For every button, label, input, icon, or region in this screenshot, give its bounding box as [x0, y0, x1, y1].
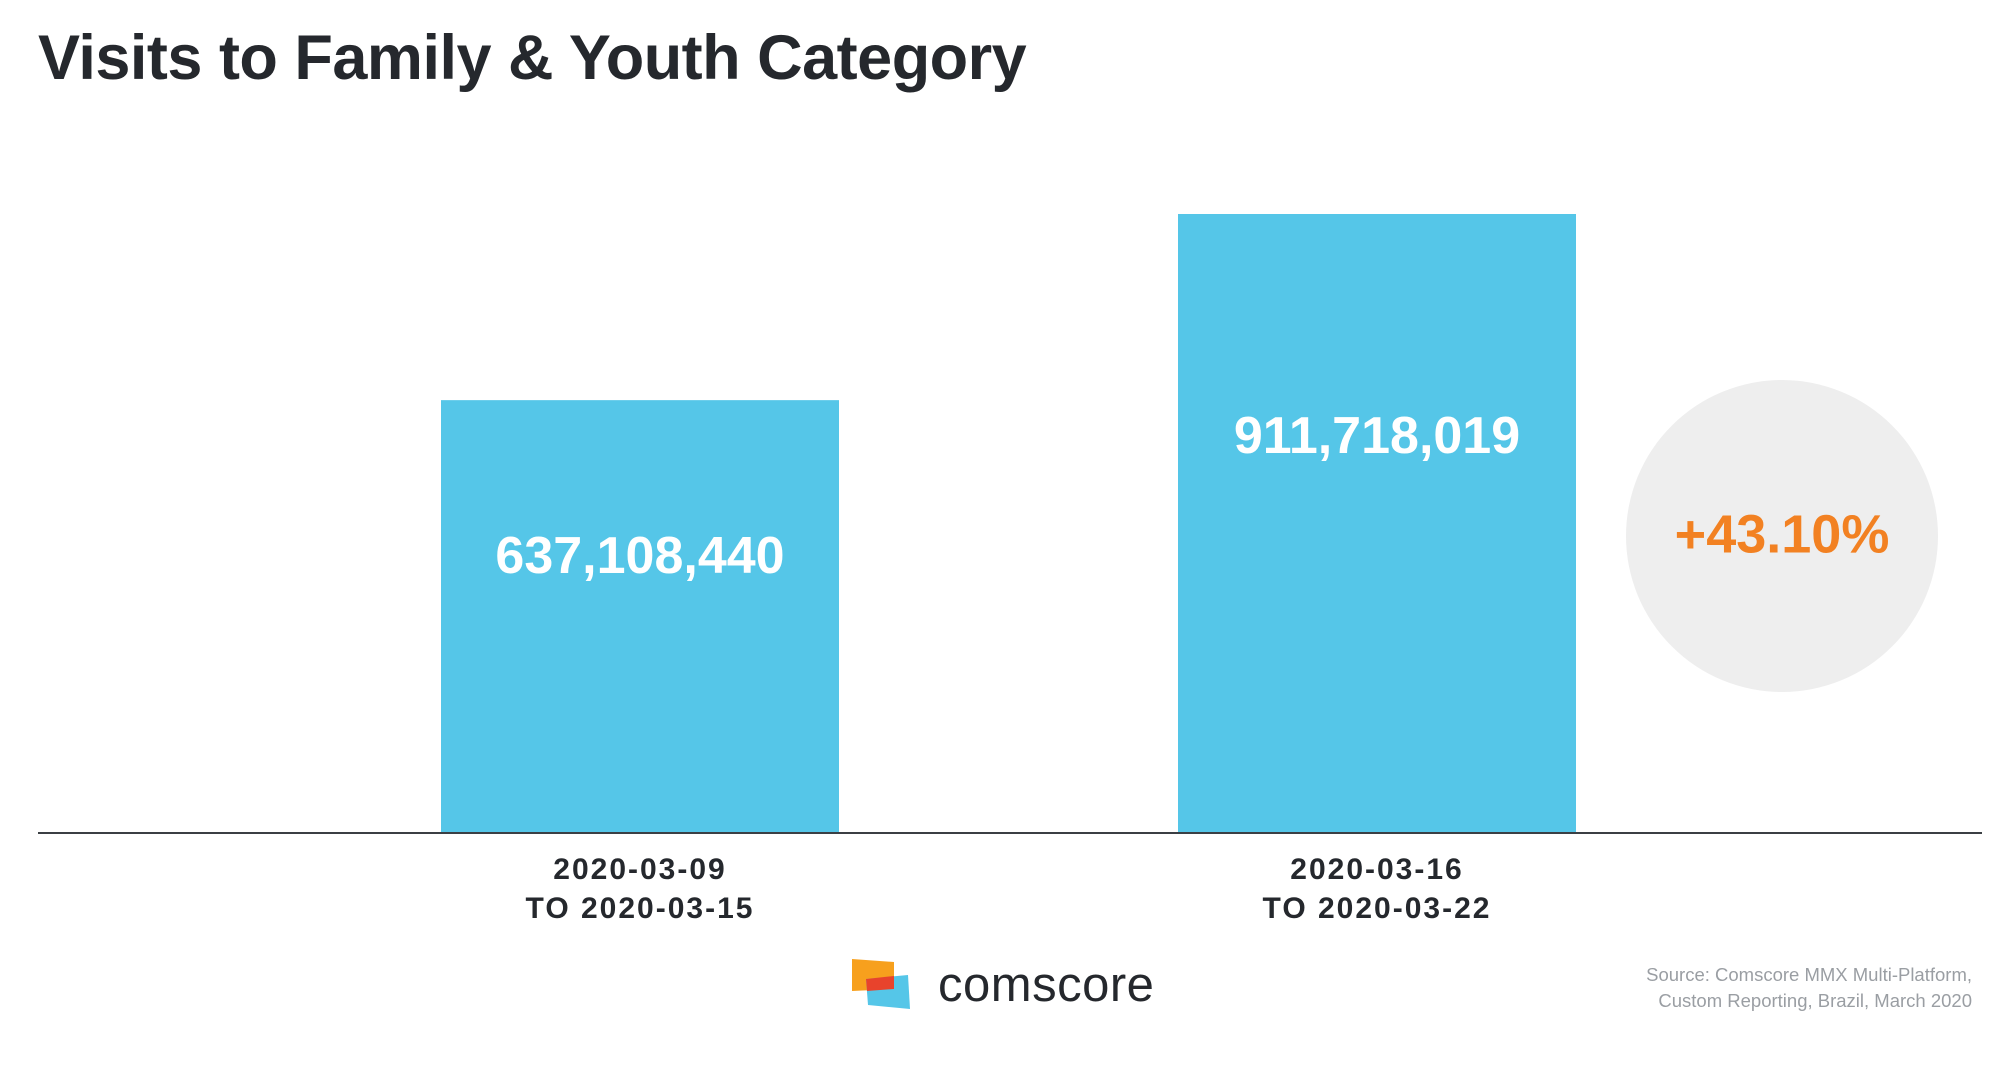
comscore-logo-icon	[852, 959, 910, 1009]
category-label-1-line-1: 2020-03-09	[553, 853, 726, 886]
category-label-2-line-2: TO 2020-03-22	[1263, 892, 1492, 925]
logo-wordmark: comscore	[938, 958, 1155, 1012]
category-label-1-line-2: TO 2020-03-15	[526, 892, 755, 925]
source-line-1: Source: Comscore MMX Multi-Platform,	[1646, 964, 1972, 985]
source-line-2: Custom Reporting, Brazil, March 2020	[1658, 989, 1972, 1011]
change-percent-label: +43.10%	[1675, 504, 1890, 564]
bar-chart: 637,108,440 2020-03-09 TO 2020-03-15 911,71…	[38, 214, 1982, 925]
chart-title: Visits to Family & Youth Category	[38, 23, 1027, 93]
source-note: Source: Comscore MMX Multi-Platform, Cus…	[1646, 962, 1972, 1014]
bar-value-label-1: 637,108,440	[495, 527, 784, 585]
bar-2	[1178, 214, 1576, 832]
category-label-2-line-1: 2020-03-16	[1290, 853, 1463, 886]
bar-1	[441, 400, 839, 832]
bar-value-label-2: 911,718,019	[1234, 407, 1520, 465]
change-circle	[1626, 380, 1938, 692]
